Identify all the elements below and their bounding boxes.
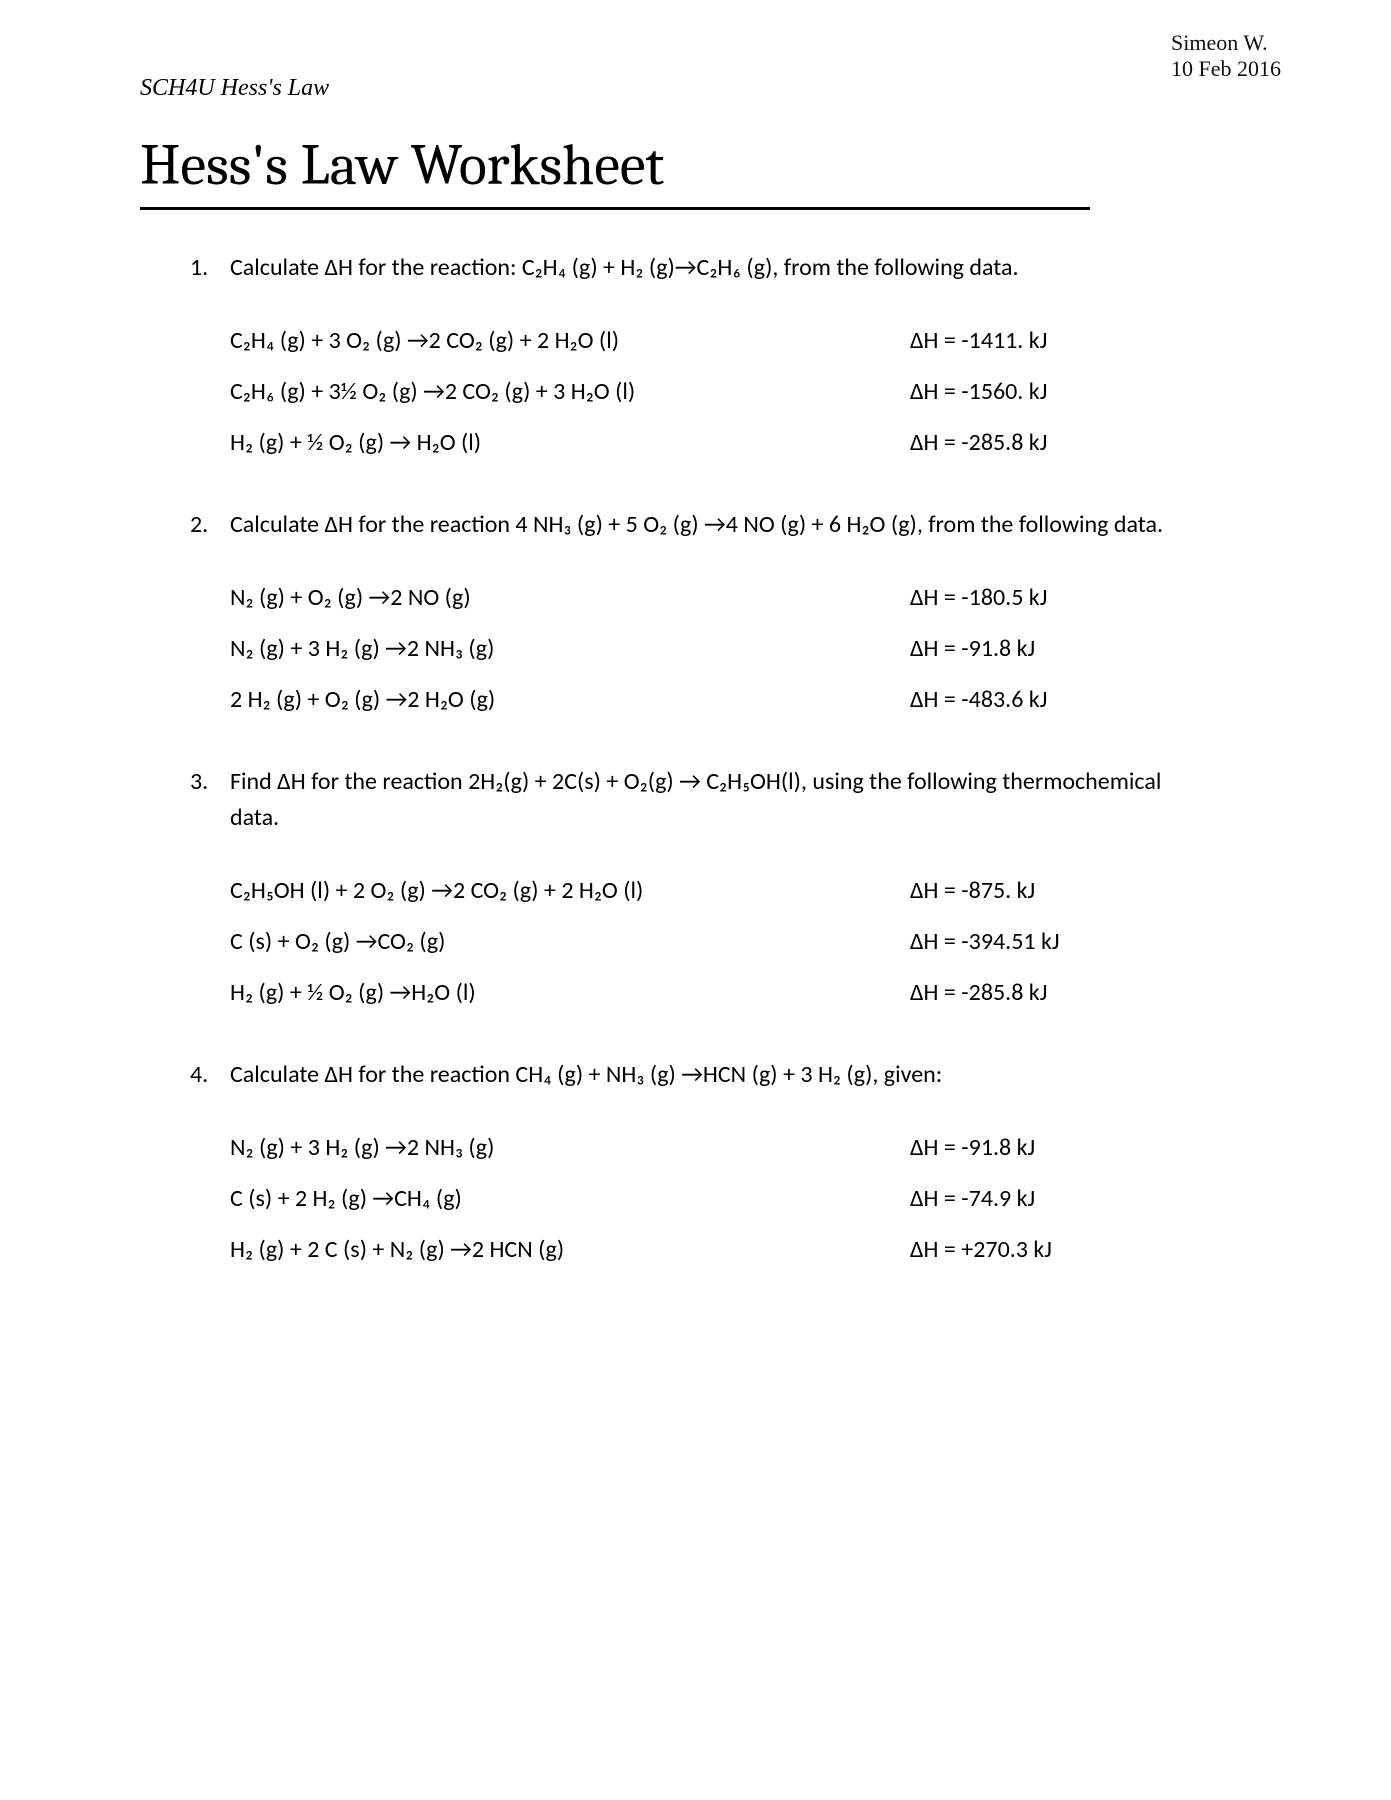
equation-formula: C₂H₅OH (l) + 2 O₂ (g) →2 CO₂ (g) + 2 H₂O…	[230, 876, 910, 905]
equation-row: C (s) + O₂ (g) →CO₂ (g) ΔH = -394.51 kJ	[230, 927, 1251, 956]
equation-formula: C (s) + O₂ (g) →CO₂ (g)	[230, 927, 910, 956]
equation-row: N₂ (g) + 3 H₂ (g) →2 NH₃ (g) ΔH = -91.8 …	[230, 634, 1251, 663]
equation-delta: ΔH = -285.8 kJ	[910, 428, 1251, 457]
equation-formula: N₂ (g) + O₂ (g) →2 NO (g)	[230, 583, 910, 612]
problem-text: Calculate ΔH for the reaction: C₂H₄ (g) …	[230, 250, 1251, 286]
equation-delta: ΔH = -875. kJ	[910, 876, 1251, 905]
equation-formula: C₂H₄ (g) + 3 O₂ (g) →2 CO₂ (g) + 2 H₂O (…	[230, 326, 910, 355]
problem-4: 4. Calculate ΔH for the reaction CH₄ (g)…	[190, 1057, 1251, 1264]
problem-prompt: 1. Calculate ΔH for the reaction: C₂H₄ (…	[190, 250, 1251, 286]
problem-prompt: 3. Find ΔH for the reaction 2H₂(g) + 2C(…	[190, 764, 1251, 836]
equation-delta: ΔH = -1560. kJ	[910, 377, 1251, 406]
course-header: SCH4U Hess's Law	[140, 75, 1251, 102]
date: 10 Feb 2016	[1171, 56, 1281, 82]
equation-list: C₂H₄ (g) + 3 O₂ (g) →2 CO₂ (g) + 2 H₂O (…	[190, 326, 1251, 457]
equation-row: C₂H₄ (g) + 3 O₂ (g) →2 CO₂ (g) + 2 H₂O (…	[230, 326, 1251, 355]
equation-delta: ΔH = -285.8 kJ	[910, 978, 1251, 1007]
equation-row: N₂ (g) + O₂ (g) →2 NO (g) ΔH = -180.5 kJ	[230, 583, 1251, 612]
student-name: Simeon W.	[1171, 30, 1281, 56]
problem-text: Calculate ΔH for the reaction CH₄ (g) + …	[230, 1057, 1251, 1093]
equation-row: N₂ (g) + 3 H₂ (g) →2 NH₃ (g) ΔH = -91.8 …	[230, 1133, 1251, 1162]
problem-text: Find ΔH for the reaction 2H₂(g) + 2C(s) …	[230, 764, 1251, 836]
problem-1: 1. Calculate ΔH for the reaction: C₂H₄ (…	[190, 250, 1251, 457]
equation-formula: H₂ (g) + ½ O₂ (g) →H₂O (l)	[230, 978, 910, 1007]
equation-formula: N₂ (g) + 3 H₂ (g) →2 NH₃ (g)	[230, 1133, 910, 1162]
equation-delta: ΔH = -1411. kJ	[910, 326, 1251, 355]
equation-delta: ΔH = -91.8 kJ	[910, 634, 1251, 663]
equation-list: N₂ (g) + 3 H₂ (g) →2 NH₃ (g) ΔH = -91.8 …	[190, 1133, 1251, 1264]
equation-delta: ΔH = -74.9 kJ	[910, 1184, 1251, 1213]
equation-row: H₂ (g) + 2 C (s) + N₂ (g) →2 HCN (g) ΔH …	[230, 1235, 1251, 1264]
problem-3: 3. Find ΔH for the reaction 2H₂(g) + 2C(…	[190, 764, 1251, 1007]
problem-prompt: 4. Calculate ΔH for the reaction CH₄ (g)…	[190, 1057, 1251, 1093]
equation-delta: ΔH = -180.5 kJ	[910, 583, 1251, 612]
equation-formula: C (s) + 2 H₂ (g) →CH₄ (g)	[230, 1184, 910, 1213]
equation-row: C₂H₅OH (l) + 2 O₂ (g) →2 CO₂ (g) + 2 H₂O…	[230, 876, 1251, 905]
equation-row: 2 H₂ (g) + O₂ (g) →2 H₂O (g) ΔH = -483.6…	[230, 685, 1251, 714]
equation-delta: ΔH = -91.8 kJ	[910, 1133, 1251, 1162]
problem-text: Calculate ΔH for the reaction 4 NH₃ (g) …	[230, 507, 1251, 543]
page-title: Hess's Law Worksheet	[140, 132, 1090, 210]
equation-formula: 2 H₂ (g) + O₂ (g) →2 H₂O (g)	[230, 685, 910, 714]
equation-formula: N₂ (g) + 3 H₂ (g) →2 NH₃ (g)	[230, 634, 910, 663]
problem-number: 3.	[190, 764, 230, 836]
problem-number: 4.	[190, 1057, 230, 1093]
equation-list: N₂ (g) + O₂ (g) →2 NO (g) ΔH = -180.5 kJ…	[190, 583, 1251, 714]
problem-number: 1.	[190, 250, 230, 286]
equation-formula: H₂ (g) + 2 C (s) + N₂ (g) →2 HCN (g)	[230, 1235, 910, 1264]
equation-row: H₂ (g) + ½ O₂ (g) →H₂O (l) ΔH = -285.8 k…	[230, 978, 1251, 1007]
equation-formula: C₂H₆ (g) + 3½ O₂ (g) →2 CO₂ (g) + 3 H₂O …	[230, 377, 910, 406]
problem-prompt: 2. Calculate ΔH for the reaction 4 NH₃ (…	[190, 507, 1251, 543]
equation-formula: H₂ (g) + ½ O₂ (g) → H₂O (l)	[230, 428, 910, 457]
equation-row: H₂ (g) + ½ O₂ (g) → H₂O (l) ΔH = -285.8 …	[230, 428, 1251, 457]
equation-delta: ΔH = +270.3 kJ	[910, 1235, 1251, 1264]
handwritten-annotation: Simeon W. 10 Feb 2016	[1171, 30, 1281, 83]
problems-list: 1. Calculate ΔH for the reaction: C₂H₄ (…	[140, 250, 1251, 1264]
problem-2: 2. Calculate ΔH for the reaction 4 NH₃ (…	[190, 507, 1251, 714]
problem-number: 2.	[190, 507, 230, 543]
equation-delta: ΔH = -483.6 kJ	[910, 685, 1251, 714]
equation-delta: ΔH = -394.51 kJ	[910, 927, 1251, 956]
equation-row: C (s) + 2 H₂ (g) →CH₄ (g) ΔH = -74.9 kJ	[230, 1184, 1251, 1213]
equation-row: C₂H₆ (g) + 3½ O₂ (g) →2 CO₂ (g) + 3 H₂O …	[230, 377, 1251, 406]
equation-list: C₂H₅OH (l) + 2 O₂ (g) →2 CO₂ (g) + 2 H₂O…	[190, 876, 1251, 1007]
